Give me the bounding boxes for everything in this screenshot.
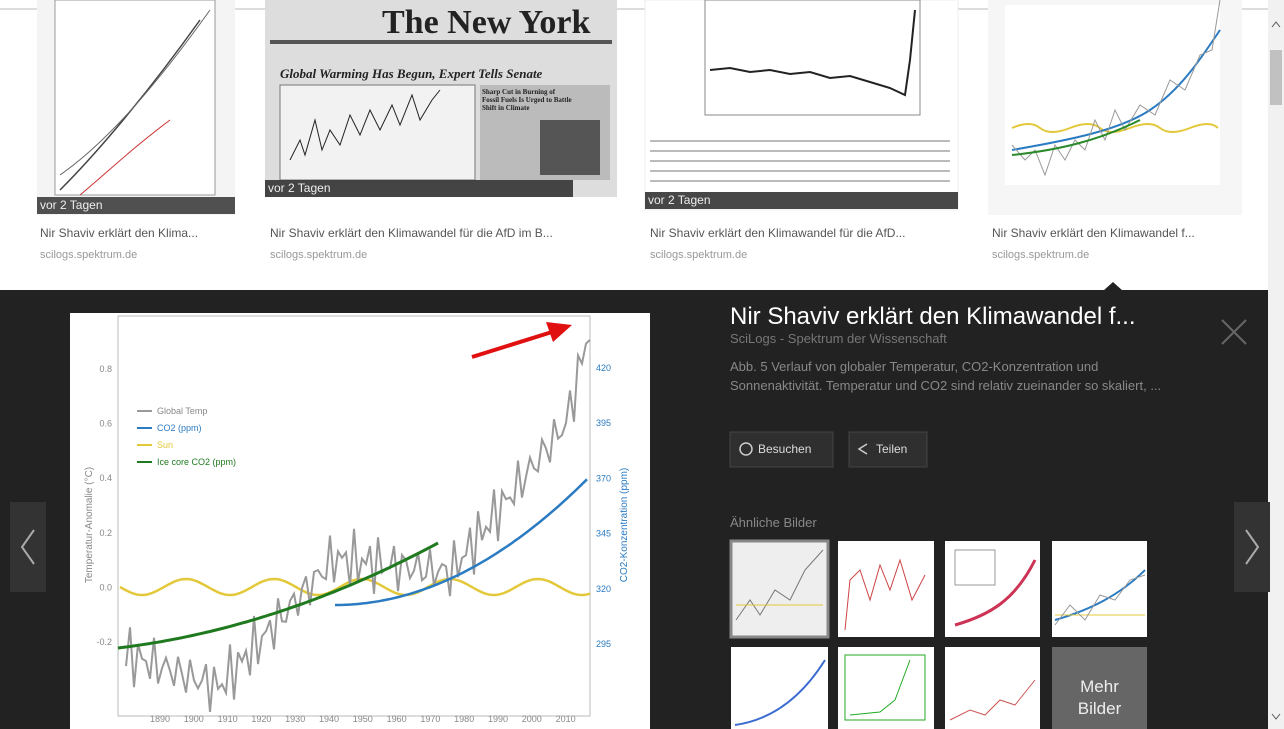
related-thumbnail[interactable] bbox=[729, 539, 830, 639]
result-source: scilogs.spektrum.de bbox=[40, 249, 138, 261]
image-x-tick: 1930 bbox=[285, 714, 305, 724]
plot-frame bbox=[117, 315, 591, 717]
scrollbar[interactable] bbox=[1268, 0, 1284, 729]
image-y-tick: 0.8 bbox=[99, 364, 112, 374]
next-button[interactable] bbox=[1234, 502, 1270, 592]
legend-label: CO2 (ppm) bbox=[157, 423, 202, 433]
more-images[interactable] bbox=[1052, 647, 1147, 729]
ice-core-line bbox=[117, 541, 439, 650]
visit-button[interactable] bbox=[729, 431, 834, 468]
image-y2-label: CO2-Konzentration (ppm) bbox=[619, 468, 630, 583]
related-thumbnail[interactable] bbox=[1052, 541, 1147, 637]
image-y2-tick: 420 bbox=[596, 363, 611, 373]
thumbnail[interactable] bbox=[644, 0, 959, 211]
image-x-tick: 1910 bbox=[218, 714, 238, 724]
related-thumbnail[interactable] bbox=[838, 647, 934, 729]
related-heading: Ähnliche Bilder bbox=[730, 515, 817, 530]
image-x-tick: 2000 bbox=[522, 714, 542, 724]
image-y2-tick: 370 bbox=[596, 473, 611, 483]
image-y2-tick: 320 bbox=[596, 584, 611, 594]
legend-label: Ice core CO2 (ppm) bbox=[157, 457, 236, 467]
image-x-tick: 1960 bbox=[387, 714, 407, 724]
preview-description: Abb. 5 Verlauf von globaler Temperatur, … bbox=[730, 359, 1162, 393]
image-y2-tick: 345 bbox=[596, 529, 611, 539]
image-x-tick: 1920 bbox=[251, 714, 271, 724]
scroll-thumb[interactable] bbox=[1270, 50, 1282, 105]
panel-pointer bbox=[1103, 282, 1123, 291]
preview-site: SciLogs - Spektrum der Wissenschaft bbox=[730, 331, 947, 346]
related-thumbnail[interactable] bbox=[945, 541, 1040, 637]
time-badge: vor 2 Tagen bbox=[268, 181, 331, 195]
result-source: scilogs.spektrum.de bbox=[270, 249, 368, 261]
related-thumbnail[interactable] bbox=[945, 647, 1040, 729]
image-x-tick: 2010 bbox=[556, 714, 576, 724]
image-x-tick: 1950 bbox=[353, 714, 373, 724]
image-y-tick: 0.2 bbox=[99, 528, 112, 538]
image-y-label: Temperatur-Anomalie (°C) bbox=[84, 467, 95, 583]
image-x-tick: 1890 bbox=[150, 714, 170, 724]
time-badge: vor 2 Tagen bbox=[40, 198, 103, 212]
image-y2-tick: 395 bbox=[596, 418, 611, 428]
legend-label: Sun bbox=[157, 440, 173, 450]
newspaper-headline: Global Warming Has Begun, Expert Tells S… bbox=[280, 66, 543, 81]
related-thumbnail[interactable] bbox=[731, 647, 828, 729]
red-arrow bbox=[471, 322, 572, 359]
legend-label: Global Temp bbox=[157, 406, 207, 416]
image-y-tick: -0.2 bbox=[96, 637, 112, 647]
image-x-tick: 1980 bbox=[454, 714, 474, 724]
image-x-tick: 1990 bbox=[488, 714, 508, 724]
preview-title[interactable]: Nir Shaviv erklärt den Klimawandel f... bbox=[730, 303, 1136, 330]
close-button[interactable] bbox=[1221, 319, 1247, 345]
result-source: scilogs.spektrum.de bbox=[992, 249, 1090, 261]
time-badge: vor 2 Tagen bbox=[648, 193, 711, 207]
image-y-tick: 0.0 bbox=[99, 582, 112, 592]
newspaper-subhead: Sharp Cut in Burning of Fossil Fuels Is … bbox=[482, 88, 572, 112]
scroll-up[interactable] bbox=[1271, 21, 1281, 28]
image-x-tick: 1900 bbox=[184, 714, 204, 724]
result-source: scilogs.spektrum.de bbox=[650, 249, 748, 261]
thumbnail[interactable] bbox=[37, 0, 235, 215]
image-y-tick: 0.6 bbox=[99, 419, 112, 429]
thumbnail[interactable] bbox=[265, 0, 617, 197]
result-caption[interactable]: Nir Shaviv erklärt den Klimawandel für d… bbox=[650, 226, 906, 240]
scroll-down[interactable] bbox=[1271, 713, 1281, 720]
visit-label[interactable]: Besuchen bbox=[758, 442, 812, 456]
sun-line bbox=[119, 577, 591, 597]
prev-button[interactable] bbox=[10, 502, 46, 592]
share-label[interactable]: Teilen bbox=[876, 442, 908, 456]
result-caption[interactable]: Nir Shaviv erklärt den Klimawandel f... bbox=[992, 226, 1195, 240]
related-thumbnail[interactable] bbox=[838, 541, 934, 637]
newspaper-masthead: The New York bbox=[382, 4, 591, 41]
image-x-tick: 1940 bbox=[319, 714, 339, 724]
result-caption[interactable]: Nir Shaviv erklärt den Klima... bbox=[40, 226, 199, 240]
image-y-tick: 0.4 bbox=[99, 473, 112, 483]
image-y2-tick: 295 bbox=[596, 639, 611, 649]
image-x-tick: 1970 bbox=[420, 714, 440, 724]
co2-line bbox=[335, 478, 588, 607]
share-button[interactable] bbox=[848, 431, 928, 468]
more-images-label[interactable]: Mehr Bilder bbox=[1077, 677, 1122, 718]
result-caption[interactable]: Nir Shaviv erklärt den Klimawandel für d… bbox=[270, 226, 553, 240]
thumbnail[interactable] bbox=[988, 0, 1242, 215]
